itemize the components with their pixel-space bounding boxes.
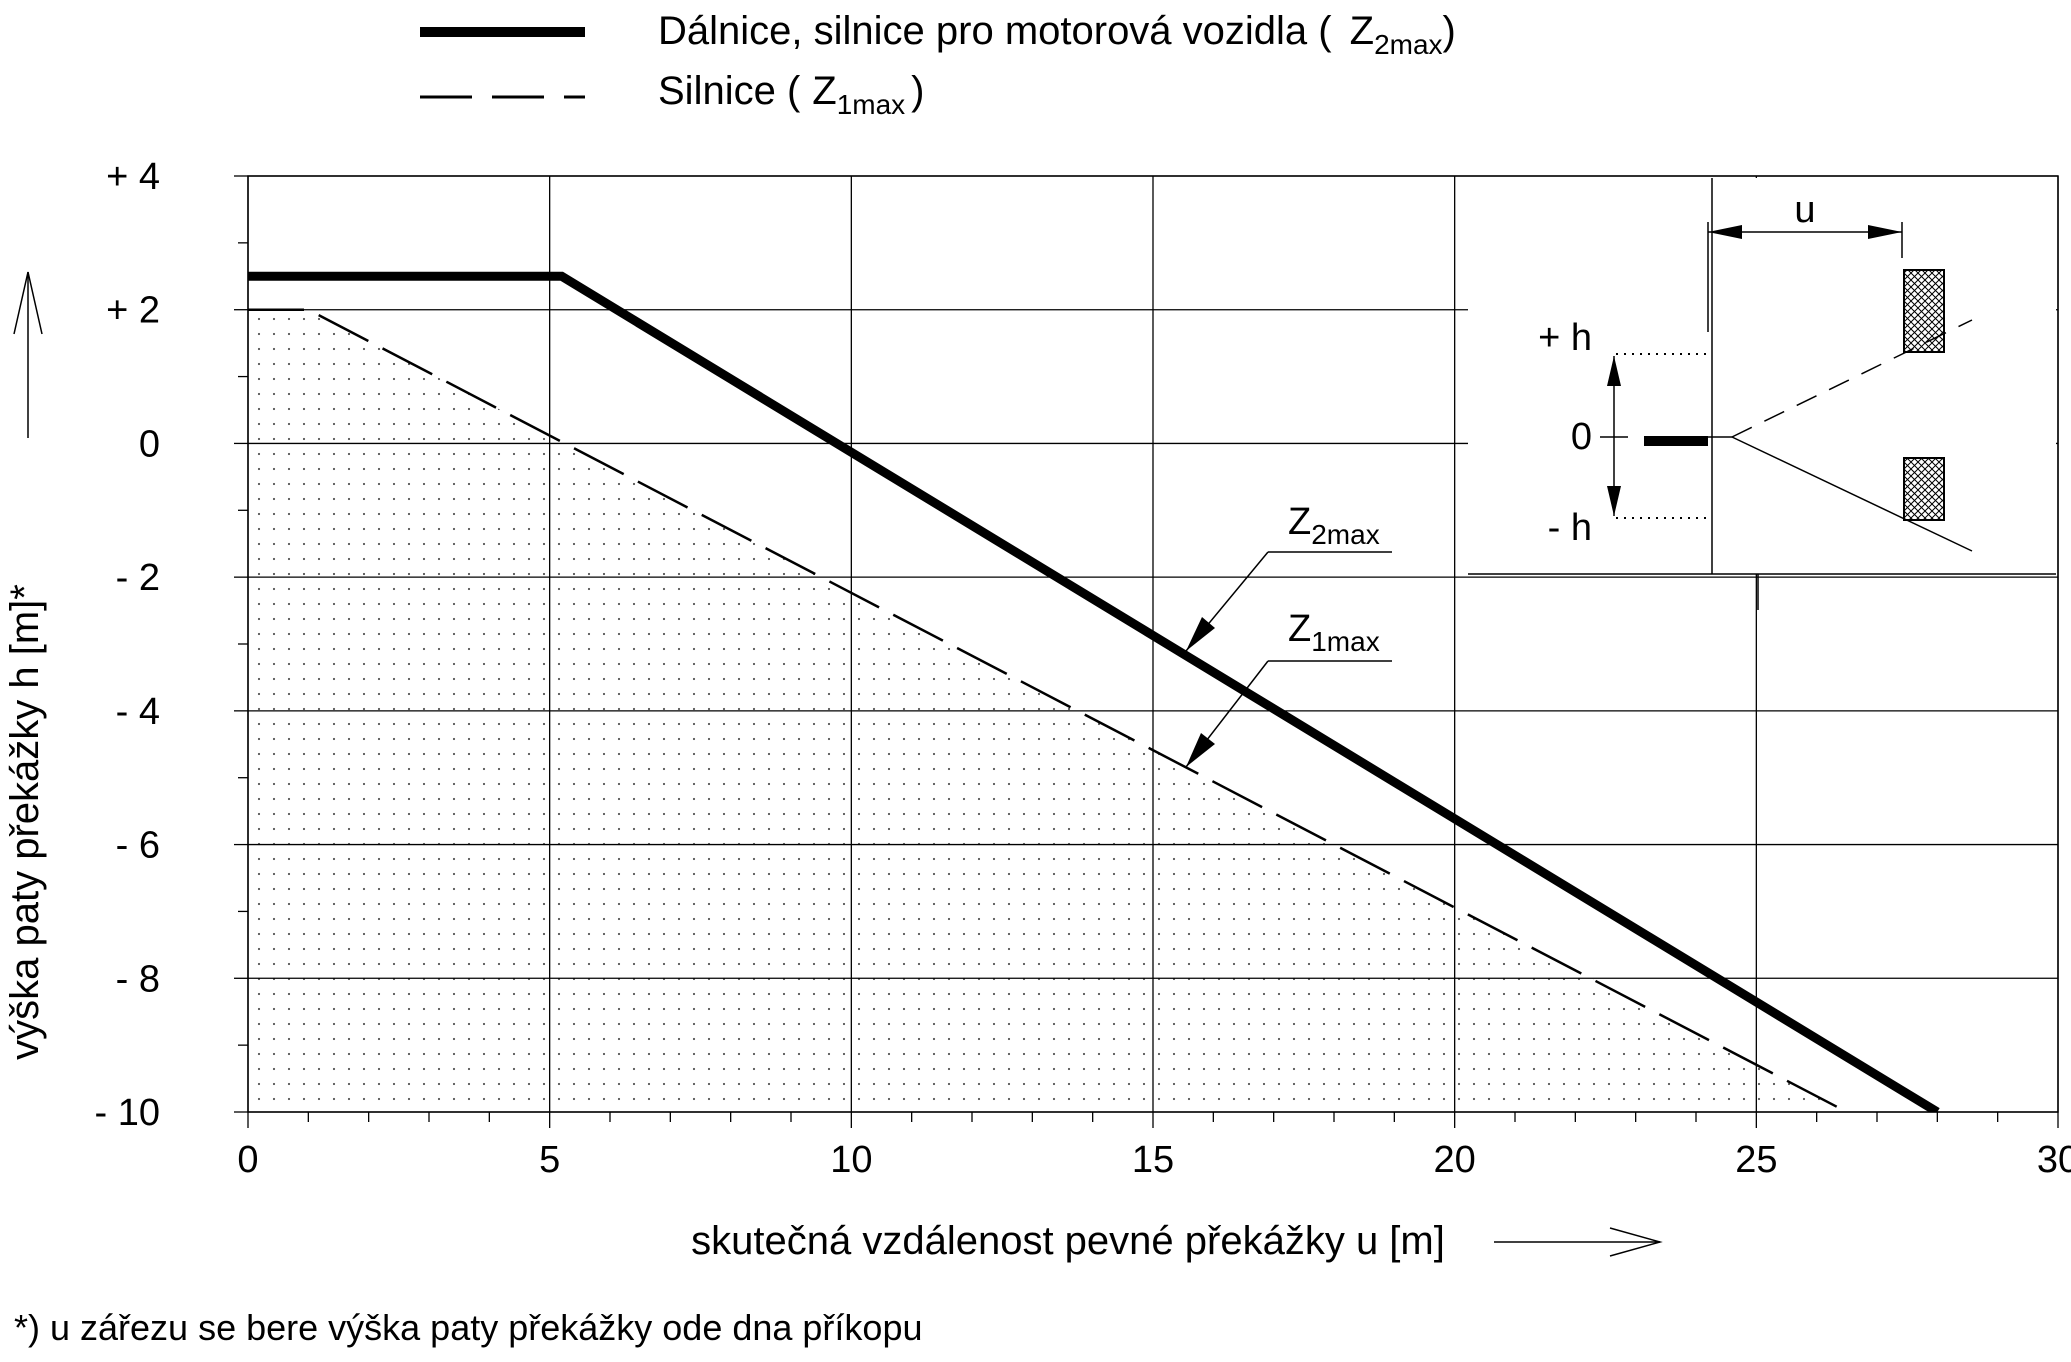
- legend-label-road: Silnice (Z1max): [658, 69, 925, 120]
- arrow-left-icon: [1708, 225, 1742, 239]
- inset-minus-h-label: - h: [1548, 507, 1592, 549]
- inset-diagram: u + h 0 - h: [1468, 178, 2056, 610]
- inset-u-label: u: [1794, 189, 1815, 231]
- inset-zero-label: 0: [1571, 416, 1592, 458]
- x-tick-label: 5: [539, 1139, 560, 1181]
- x-tick-label: 15: [1132, 1139, 1174, 1181]
- series-line-z1max: [248, 308, 1848, 1112]
- y-tick-label: + 4: [106, 156, 160, 198]
- z2-label: Z2max: [1288, 501, 1380, 550]
- arrow-down-icon: [1607, 486, 1621, 516]
- minor-ticks: [234, 175, 2059, 1128]
- y-tick-labels: + 4 + 2 0 - 2 - 4 - 6 - 8 - 10: [95, 156, 160, 1134]
- inset-plus-h-label: + h: [1538, 317, 1592, 359]
- series-group: [248, 271, 1940, 1112]
- arrow-right-icon: [1609, 1227, 1663, 1257]
- y-tick-label: - 6: [116, 825, 160, 867]
- z2-callout-arrow-icon: [1186, 617, 1215, 651]
- y-axis-title: výška paty překážky h [m]*: [3, 584, 47, 1060]
- x-tick-label: 30: [2037, 1139, 2071, 1181]
- footnote: *) u zářezu se bere výška paty překážky …: [14, 1307, 923, 1348]
- y-tick-label: + 2: [106, 290, 160, 332]
- legend: Dálnice, silnice pro motorová vozidla (Z…: [420, 9, 1456, 120]
- z1-label: Z1max: [1288, 608, 1380, 657]
- y-axis-arrow: [13, 271, 43, 438]
- obstacle-lower: [1903, 457, 1945, 521]
- x-tick-label: 10: [830, 1139, 872, 1181]
- y-tick-label: 0: [139, 423, 160, 465]
- y-tick-label: - 4: [116, 691, 160, 733]
- y-tick-label: - 8: [116, 958, 160, 1000]
- y-tick-label: - 2: [116, 557, 160, 599]
- y-tick-label: - 10: [95, 1092, 160, 1134]
- x-tick-label: 25: [1735, 1139, 1777, 1181]
- z1-callout-arrow-icon: [1186, 733, 1215, 767]
- series-line-z2max: [248, 271, 1940, 1112]
- arrow-up-icon: [1607, 356, 1621, 386]
- arrow-up-icon: [13, 271, 43, 335]
- x-tick-label: 20: [1434, 1139, 1476, 1181]
- x-axis-arrow: [1494, 1227, 1663, 1257]
- series-callouts: Z2max Z1max: [1185, 501, 1392, 768]
- legend-label-highway: Dálnice, silnice pro motorová vozidla (Z…: [658, 9, 1456, 60]
- arrow-right-icon: [1868, 225, 1902, 239]
- x-tick-label: 0: [237, 1139, 258, 1181]
- x-tick-labels: 0 5 10 15 20 25 30: [237, 1139, 2071, 1181]
- obstacle-upper: [1903, 269, 1945, 353]
- x-axis-title: skutečná vzdálenost pevné překážky u [m]: [691, 1219, 1445, 1263]
